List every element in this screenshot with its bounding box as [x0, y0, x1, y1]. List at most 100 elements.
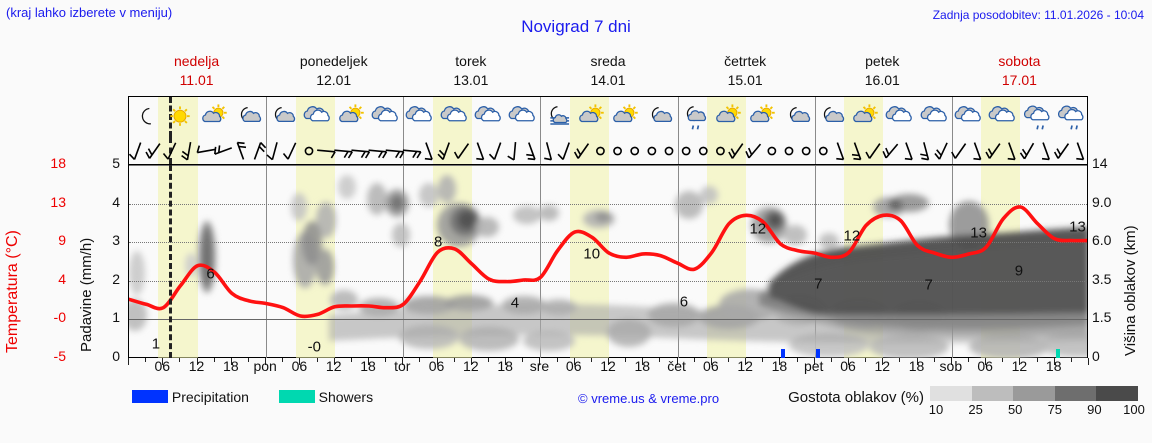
location-menu-note: (kraj lahko izberete v meniju) [6, 5, 173, 20]
day-separator-3 [540, 97, 542, 137]
x-tick-0 [128, 358, 129, 365]
day-header-4: četrtek 15.01 [677, 52, 814, 90]
page-title: Novigrad 7 dni [521, 17, 631, 36]
x-tick-41 [831, 358, 832, 362]
day-header-5: petek 16.01 [814, 52, 951, 90]
x-axis-label-18: 18 [771, 358, 788, 374]
temp-value-label-2: -0 [307, 338, 321, 356]
day-name: sreda [590, 53, 626, 69]
day-separator-3 [540, 137, 542, 164]
daylight-band-4 [707, 137, 747, 164]
x-tick-29 [625, 358, 626, 362]
temp-value-label-13: 13 [1069, 218, 1086, 236]
precTicks-5: 0 [112, 348, 120, 364]
day-separator-1 [266, 97, 268, 137]
gridline-reference [129, 319, 1087, 320]
x-tick-37 [762, 358, 763, 362]
day-separator-5 [814, 97, 816, 137]
wind-barbs [129, 141, 1085, 161]
precip-bar-0 [781, 349, 786, 358]
x-axis-label-1: 12 [188, 358, 205, 374]
x-tick-49 [968, 358, 969, 362]
x-tick-10 [299, 358, 300, 365]
x-axis-label-10: 18 [497, 358, 513, 374]
gridline-h-3 [129, 281, 1087, 282]
x-tick-17 [419, 358, 420, 362]
weather-icon-moon [129, 102, 163, 132]
x-tick-56 [1088, 358, 1089, 365]
temp-value-label-12: 9 [1014, 262, 1024, 280]
x-axis-label-3: pon [253, 358, 277, 374]
wind-barb-row [129, 137, 1087, 165]
daylight-band-5 [844, 137, 884, 164]
cloud-density-step-1 [971, 386, 1014, 401]
weather-icon-sun-cloud [712, 102, 746, 132]
day-header-6: sobota 17.01 [951, 52, 1088, 90]
precipitation-swatch [132, 390, 168, 403]
weather-icon-moon-cloud [232, 102, 266, 132]
x-tick-1 [145, 358, 146, 362]
x-tick-45 [899, 358, 900, 362]
x-axis-label-2: 18 [223, 358, 239, 374]
x-axis-label-15: čet [667, 358, 686, 374]
cloud-density-field [129, 175, 1087, 358]
x-tick-22 [505, 358, 506, 365]
x-axis-label-8: 06 [428, 358, 445, 374]
x-axis-label-14: 18 [634, 358, 651, 374]
weather-icon-cloud [403, 102, 437, 132]
weather-icon-moon-cloud [266, 102, 300, 132]
x-axis-label-23: sob [939, 358, 963, 374]
day-name: torek [455, 53, 487, 69]
day-date: 14.01 [590, 72, 626, 88]
day-header-band: nedelja 11.01 ponedeljek 12.01 torek 13.01 sre… [128, 52, 1088, 92]
x-axis-label-22: 18 [908, 358, 925, 374]
meteogram-plot[interactable]: 16-0841061271271391310 [128, 96, 1088, 358]
weather-icon-cloud [472, 102, 506, 132]
x-tick-23 [522, 358, 523, 362]
day-date: 11.01 [179, 72, 214, 88]
day-date: 13.01 [453, 72, 489, 88]
x-axis-label-9: 12 [463, 358, 479, 374]
day-date: 12.01 [316, 72, 352, 88]
x-tick-32 [677, 358, 678, 365]
day-separator-6 [951, 97, 953, 137]
x-tick-54 [1054, 358, 1055, 365]
weather-icon-cloud [952, 102, 986, 132]
day-date: 17.01 [1001, 72, 1037, 88]
x-tick-47 [934, 358, 935, 362]
x-tick-48 [951, 358, 952, 365]
copyright-label[interactable]: © vreme.us & vreme.pro [578, 391, 720, 406]
x-tick-46 [917, 358, 918, 365]
x-tick-27 [591, 358, 592, 362]
temp-value-label-3: 8 [433, 233, 443, 251]
x-tick-35 [728, 358, 729, 362]
temp-value-label-4: 4 [510, 294, 520, 312]
last-update-label: Zadnja posodobitev: 11.01.2026 - 10:04 [932, 8, 1144, 22]
x-tick-26 [574, 358, 575, 365]
x-tick-50 [985, 358, 986, 365]
cloud-density-step-0 [930, 386, 972, 401]
x-tick-4 [197, 358, 198, 365]
x-axis-label-25: 12 [1011, 358, 1028, 374]
precip-bar-2 [1056, 349, 1061, 358]
temp-value-label-6: 6 [679, 293, 689, 311]
gridline-h-1 [129, 204, 1087, 205]
precip-bar-1 [815, 349, 820, 358]
x-axis-label-6: 18 [360, 358, 376, 374]
tempTicks-5: -5 [53, 348, 66, 364]
x-tick-43 [865, 358, 866, 362]
weather-icon-sun-cloud [198, 102, 232, 132]
precipitation-legend-label: Precipitation [171, 389, 249, 405]
cloud-density-step-3 [1054, 386, 1097, 401]
x-axis-label-5: 12 [325, 358, 342, 374]
cloudTicks-0: 14 [1092, 155, 1108, 171]
day-name: petek [865, 53, 900, 69]
weather-icon-cloud-drizzle [1055, 102, 1089, 132]
x-tick-55 [1071, 358, 1072, 362]
precTicks-1: 4 [112, 193, 120, 210]
x-tick-9 [282, 358, 283, 362]
weather-icon-cloud [883, 102, 917, 132]
x-tick-34 [711, 358, 712, 365]
x-axis-labels: 06 12 18 pon 06 12 18 tor 06 12 18 sre 06 12 18 čet 06 12… [128, 358, 1088, 380]
x-tick-28 [608, 358, 609, 365]
